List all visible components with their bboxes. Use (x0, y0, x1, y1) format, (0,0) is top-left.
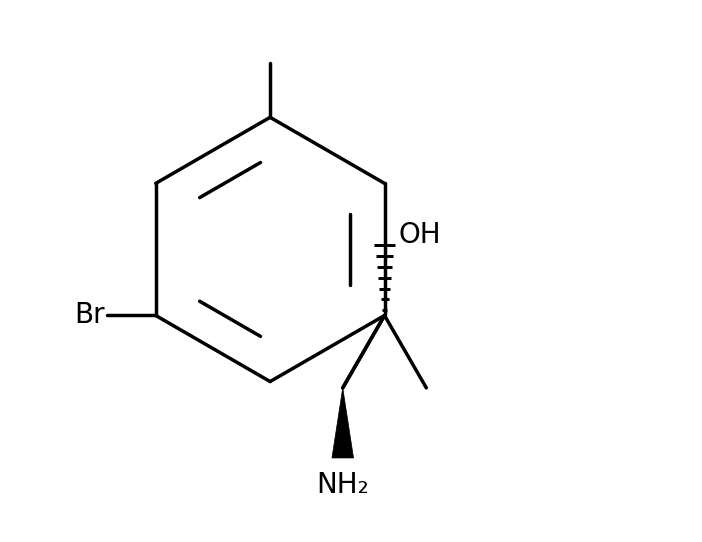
Polygon shape (332, 388, 354, 458)
Text: Br: Br (74, 301, 105, 330)
Text: OH: OH (398, 221, 441, 249)
Text: NH₂: NH₂ (317, 472, 369, 499)
